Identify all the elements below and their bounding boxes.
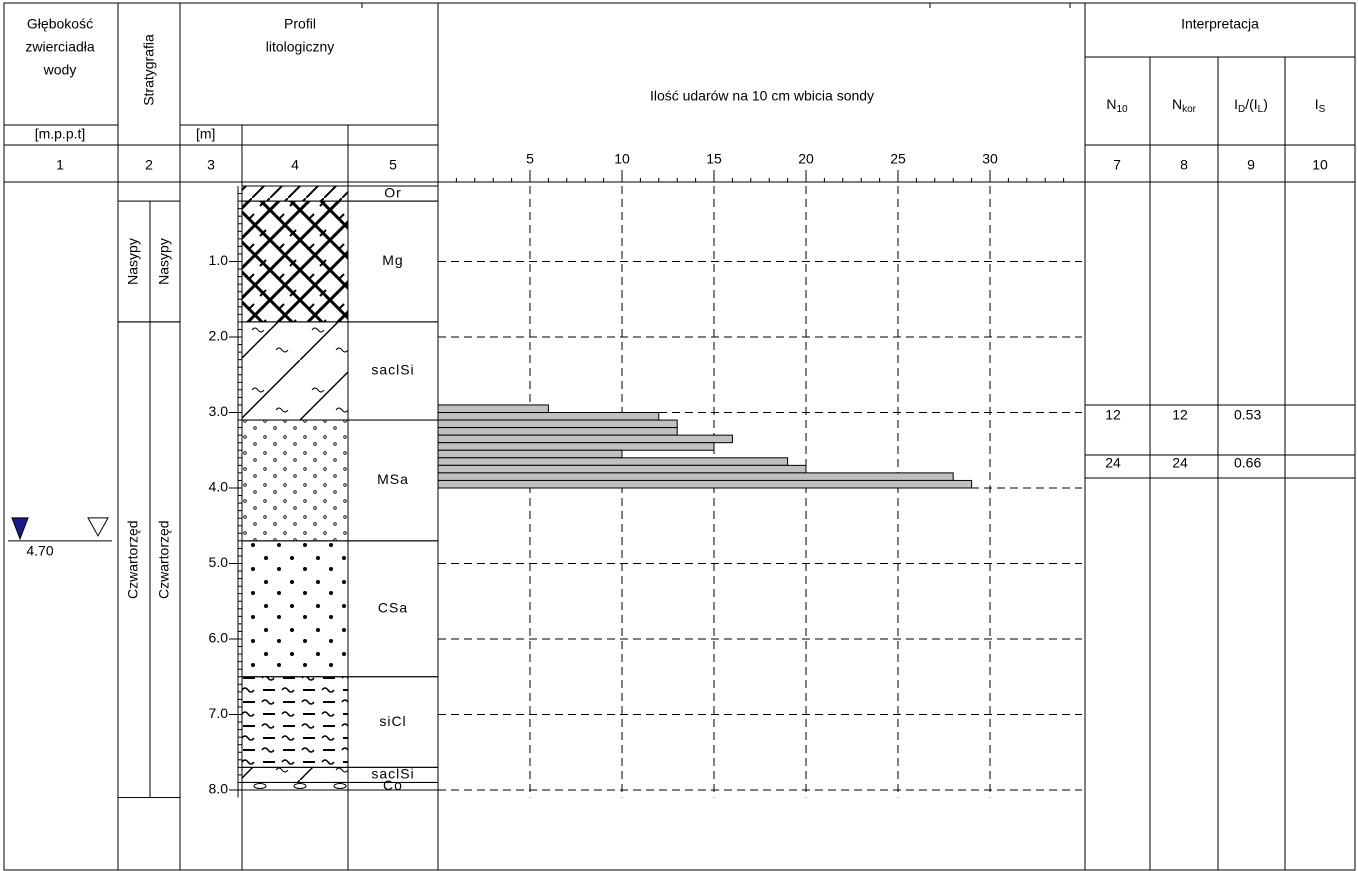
column-header-part: D [1238,104,1245,115]
lithology-layer [241,540,349,678]
lithology-code: saclSi [371,362,414,378]
column-number: 2 [145,157,153,173]
bar [437,419,678,429]
lithology-code: saclSi [371,766,414,782]
column-header-part: S [1319,104,1326,115]
lithology-layer [241,781,349,791]
water-level-marker [87,517,109,537]
stratigraphy-unit [149,321,181,799]
y-tick-label: 6.0 [209,630,229,646]
column-header-part: L [1258,104,1264,115]
frame [3,2,1356,871]
bar [437,464,807,474]
lithology-layer [241,321,349,421]
stratigraphy-label: Czwartorzęd [156,520,172,599]
bar [437,412,660,421]
header-text: Interpretacja [1181,16,1259,32]
unit-label: [m.p.p.t] [35,126,86,142]
lithology-code: Or [384,184,402,200]
stratigraphy-label: Nasypy [156,238,172,285]
lithology-code: Mg [382,252,403,268]
lithology-layer [241,419,349,542]
bar [437,427,678,436]
column-header-part: /(I [1245,96,1257,112]
column-header-part: 10 [1117,104,1129,115]
interpretation-value: 0.66 [1234,455,1261,471]
interpretation-value: 12 [1105,407,1121,423]
lithology-code: siCl [379,713,406,729]
x-tick-label: 10 [614,151,630,167]
header-text: Profil [284,16,316,32]
bar [437,472,954,481]
y-tick-label: 4.0 [209,479,229,495]
column-header: Nkor [1172,96,1197,115]
header-text: Stratygrafia [141,34,157,106]
y-tick-label: 8.0 [209,781,229,797]
column-number: 9 [1247,157,1255,173]
column-number: 1 [56,157,64,173]
bar [437,479,973,489]
header-text: wody [43,62,77,78]
bar [437,404,549,414]
bar [437,457,789,466]
column-header-part: I [1234,96,1238,112]
column-header-part: I [1315,96,1319,112]
header-text: Głębokość [27,16,93,32]
water-level-marker [11,517,29,541]
stratigraphy-label: Nasypy [125,238,141,285]
header-text: litologiczny [266,39,334,55]
y-tick-label: 2.0 [209,328,229,344]
x-tick-label: 15 [706,151,722,167]
bar [437,449,623,459]
column-number: 10 [1312,157,1328,173]
interpretation-value: 24 [1172,455,1188,471]
column-header-part: ) [1263,96,1268,112]
column-number: 7 [1113,157,1121,173]
chart-title: Ilość udarów na 10 cm wbicia sondy [650,88,874,104]
column-number: 8 [1180,157,1188,173]
column-header-part: N [1172,96,1182,112]
lithology-cell [347,781,439,791]
column-header-part: kor [1182,104,1197,115]
unit-label: [m] [196,126,215,142]
y-tick-label: 3.0 [209,403,229,419]
y-tick-label: 5.0 [209,554,229,570]
column-header: N10 [1106,96,1128,115]
x-tick-label: 30 [982,151,998,167]
column-header: ID/(IL) [1234,96,1268,115]
stratigraphy-label: Czwartorzęd [125,520,141,599]
x-tick-label: 5 [526,151,534,167]
lithology-layer [241,676,349,768]
bar [437,442,715,451]
header-text: zwierciadła [25,39,94,55]
bar [437,434,733,444]
lithology-code: CSa [378,600,408,616]
column-header: IS [1315,96,1326,115]
column-number: 3 [207,157,215,173]
interpretation-value: 24 [1105,455,1121,471]
lithology-layer [241,185,349,202]
interpretation-value: 0.53 [1234,407,1261,423]
lithology-code: MSa [377,471,409,487]
y-tick-label: 7.0 [209,705,229,721]
x-tick-label: 25 [890,151,906,167]
column-number: 5 [389,157,397,173]
lithology-layer [241,766,349,783]
x-tick-label: 20 [798,151,814,167]
lithology-code: Co [383,777,403,793]
y-tick-label: 1.0 [209,252,229,268]
column-number: 4 [291,157,299,173]
column-header-part: N [1106,96,1116,112]
lithology-layer [241,200,349,323]
interpretation-value: 12 [1172,407,1188,423]
water-level-label: 4.70 [26,543,53,559]
